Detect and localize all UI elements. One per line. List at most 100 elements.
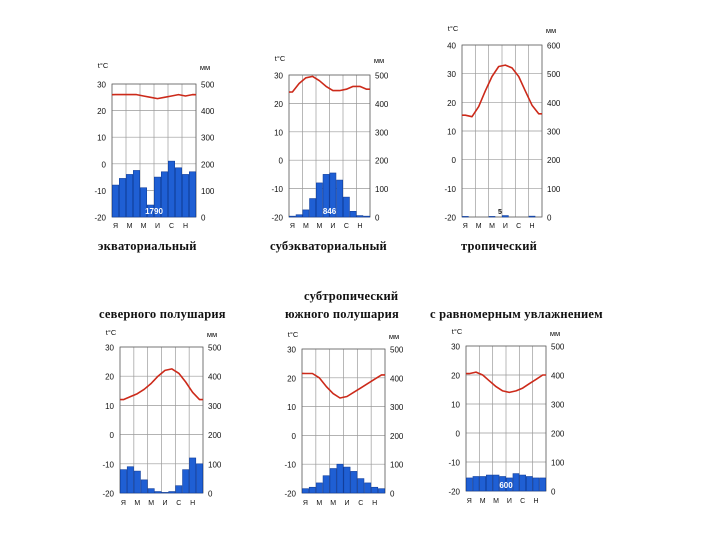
caption-subtropical-uniform: с равномерным увлажнением [430,307,603,321]
caption-subtropical-north: северного полушария [99,307,226,321]
precip-tick-label: 500 [390,346,404,355]
caption-tropical: тропический [461,239,538,253]
month-label: Н [529,223,534,230]
precip-tick-label: 500 [547,70,561,79]
precip-tick-label: 0 [547,214,552,223]
precipitation-bar [182,174,190,218]
temp-tick-label: 30 [274,72,283,81]
temperature-line [465,371,546,394]
precipitation-bar [371,486,379,494]
temp-tick-label: 40 [447,42,456,51]
month-label: Н [190,500,195,507]
precipitation-bar [322,475,330,494]
precip-tick-label: 100 [390,461,404,470]
precipitation-bar [126,174,134,218]
temp-tick-label: -10 [102,460,114,469]
precipitation-bar [350,471,358,494]
month-label: Я [467,498,472,505]
temperature-line [301,372,386,399]
precipitation-bar [505,477,513,492]
month-label: М [316,223,322,230]
month-label: С [169,223,174,230]
month-label: И [330,223,335,230]
month-label: И [162,500,167,507]
temp-tick-label: 0 [456,430,461,439]
month-label: Я [463,223,468,230]
precip-tick-label: 300 [201,134,215,143]
month-label: М [476,223,482,230]
precipitation-bar [196,463,203,494]
precipitation-bar [499,476,506,492]
precipitation-bar [161,171,169,218]
precipitation-bar [168,491,176,494]
precipitation-bar [140,479,148,494]
month-label: М [489,223,495,230]
precipitation-bar [315,182,323,218]
temp-tick-label: -10 [444,185,456,194]
month-label: Н [357,223,362,230]
temp-unit-label: t°C [98,61,109,70]
precip-tick-label: 200 [375,157,389,166]
temp-tick-label: 30 [287,346,296,355]
temp-tick-label: 20 [274,100,283,109]
temperature-line [111,93,197,100]
precip-tick-label: 300 [375,128,389,137]
temp-unit-label: t°C [448,24,459,33]
precipitation-bar [120,469,127,494]
precipitation-bar [133,170,141,218]
precip-tick-label: 100 [375,185,389,194]
precipitation-bar [161,492,169,494]
precipitation-bar [175,485,183,494]
precip-tick-label: 0 [208,490,213,499]
precip-tick-label: 500 [201,81,215,90]
precipitation-bar [309,198,316,218]
precip-tick-label: 0 [375,214,380,223]
precip-tick-label: 0 [551,488,556,497]
temp-tick-label: 20 [447,99,456,108]
month-label: М [480,498,486,505]
temp-tick-label: 0 [279,157,284,166]
precipitation-bar [329,172,337,218]
precipitation-bar [532,477,540,492]
temp-tick-label: 20 [451,372,460,381]
annual-total-label: 5 [498,209,502,216]
precipitation-bar [342,196,350,218]
precipitation-bar [349,211,357,218]
precip-unit-label: мм [200,63,210,72]
precipitation-bar [528,215,536,218]
temperature-line [119,368,204,401]
temp-tick-label: 20 [105,373,114,382]
precipitation-bar [112,184,120,218]
precipitation-bar [189,171,197,218]
temp-tick-label: 10 [97,134,106,143]
precipitation-bar [357,478,365,494]
precip-tick-label: 500 [551,343,565,352]
temp-unit-label: t°C [106,328,117,337]
month-label: И [507,498,512,505]
precip-tick-label: 200 [551,430,565,439]
precip-tick-label: 400 [551,372,565,381]
month-label: Н [533,498,538,505]
temp-tick-label: -10 [271,185,283,194]
precipitation-bar [539,477,547,492]
precipitation-bar [479,476,486,492]
precip-tick-label: 500 [208,344,222,353]
temp-unit-label: t°C [275,54,286,63]
month-label: Я [113,223,118,230]
precipitation-bar [378,488,385,494]
precip-tick-label: 0 [390,490,395,499]
precipitation-bar [119,178,127,218]
precipitation-bar [322,174,330,218]
month-label: С [520,498,525,505]
temp-tick-label: -10 [284,461,296,470]
temp-tick-label: -10 [94,187,106,196]
temp-tick-label: 0 [292,432,297,441]
precipitation-bar [147,204,155,218]
temp-tick-label: 0 [452,156,457,165]
temp-tick-label: -20 [94,214,106,223]
precip-tick-label: 200 [208,431,222,440]
